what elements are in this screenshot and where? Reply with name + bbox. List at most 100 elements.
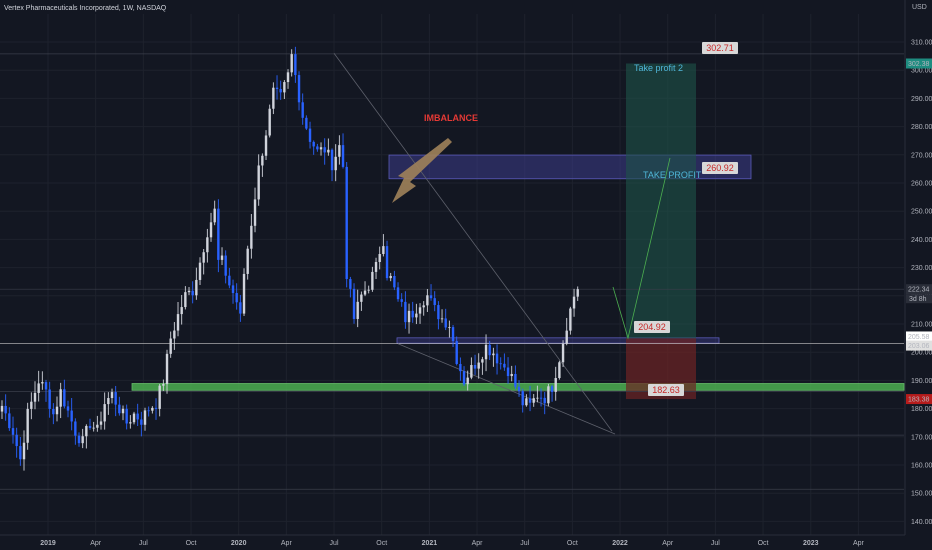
price-tick-label: 270.00 [911,152,932,159]
candle-body [77,435,81,444]
candle-body [550,386,554,392]
candle-body [0,405,4,412]
candle-body [327,149,330,153]
time-tick-label: 2020 [231,540,247,547]
projection-path [612,157,671,340]
candle-body [352,288,356,319]
candle-body [191,290,194,296]
candle-body [301,102,304,118]
time-tick-label: Apr [472,540,484,547]
candle-body [477,362,480,369]
candle-body [499,363,502,365]
candle-body [246,248,249,274]
candle-body [52,408,55,415]
candle-body [132,413,136,423]
price-tick-label: 230.00 [911,265,932,272]
candle-body [356,301,359,319]
candle-body [184,292,187,308]
price-tick-label: 260.00 [911,181,932,188]
candle-body [8,413,11,429]
candle-body [85,425,88,437]
candle-body [448,327,451,328]
candle-body [11,428,15,435]
candle-body [503,363,506,368]
candle-body [418,307,422,314]
candle-body [316,146,319,150]
candle-body [220,255,224,260]
candle-body [561,343,565,363]
stop-tag-text: 183.38 [908,397,930,404]
candle-body [96,424,99,428]
candle-body [437,305,440,320]
candle-body [389,275,392,279]
candle-body [19,446,22,460]
candle-body [217,208,220,260]
candle-body [59,389,62,407]
candle-body [345,166,348,280]
tp1-callout-box [702,162,738,174]
tp2-callout-box [702,42,738,54]
candle-body [235,293,238,303]
candle-body [176,314,180,331]
candle-body [334,156,337,171]
candle-body [378,254,381,263]
candle-body [136,413,139,420]
candle-body [110,392,114,399]
candle-body [66,406,70,411]
tp2-callout-text: 302.71 [706,43,734,53]
level-lines [0,53,904,490]
candle-body [396,287,400,300]
time-tick-label: 2023 [803,540,819,547]
countdown-text: 3d 8h [909,296,927,303]
candle-body [385,246,389,279]
candle-body [426,295,429,306]
candle-body [173,330,176,339]
candle-body [433,298,436,306]
candle-body [92,427,95,429]
price-tick-label: 180.00 [911,406,932,413]
chart-title: Vertex Pharmaceuticals Incorporated, 1W,… [4,5,167,12]
countdown-box [906,294,932,304]
candle-body [569,308,572,331]
zone-target-zone [626,63,696,339]
candle-body [367,289,370,291]
time-tick-label: Apr [662,540,674,547]
current-price-tag-text: 222.34 [908,287,930,294]
candle-body [444,318,447,328]
currency-label: USD [912,4,927,11]
candle-body [338,145,341,157]
candle-body [393,275,396,288]
candle-body [41,382,44,384]
entry-callout-box [634,321,670,333]
candle-body [147,410,150,412]
candle-body [37,383,40,393]
price-axis[interactable]: 310.00 300.00 290.00 280.00 270.00 260.00 250.… [904,0,932,535]
candle-body [99,421,103,425]
candle-body [250,225,253,249]
candles [0,46,579,471]
candle-body [140,419,143,425]
line2-tag-box [906,340,932,351]
candle-body [231,285,235,294]
candle-body [195,279,198,296]
candle-body [180,307,183,315]
candle-body [55,406,59,415]
candle-body [532,398,535,403]
stop-tag-box [906,394,932,405]
candle-body [536,397,539,399]
time-tick-label: Apr [90,540,102,547]
price-tick-label: 210.00 [911,322,932,329]
candle-body [506,367,510,377]
candle-body [360,294,363,302]
time-axis[interactable]: 2019 Apr Jul Oct 2020 Apr Jul Oct 2021 Apr Jul Oct 2… [0,534,905,547]
candle-body [565,330,568,344]
candle-body [107,398,110,405]
time-tick-label: Oct [186,540,197,547]
candle-body [151,407,154,411]
candle-body [514,373,517,387]
candle-body [404,301,407,323]
candle-body [382,246,385,255]
candle-body [539,397,543,399]
